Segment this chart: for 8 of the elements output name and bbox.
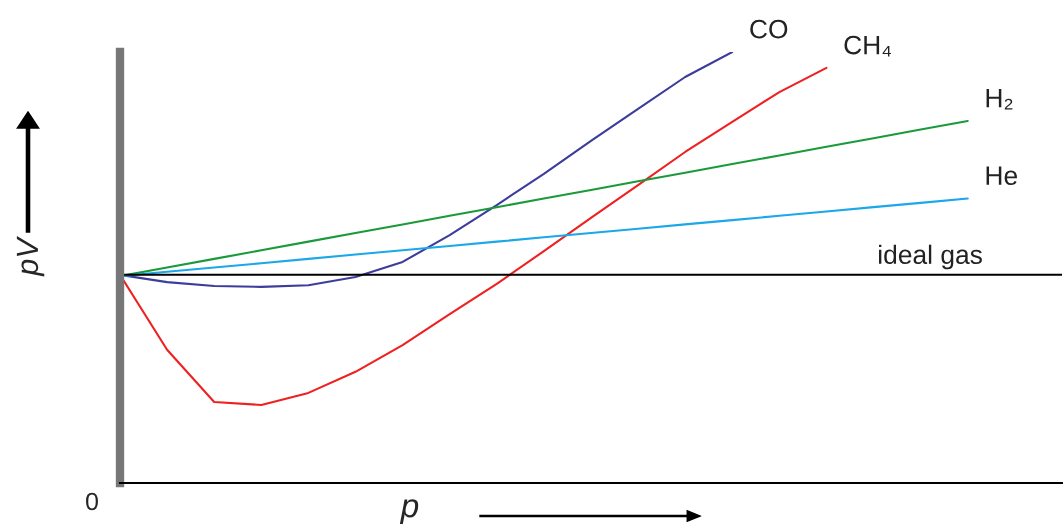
series-label: H₂	[986, 89, 1013, 110]
x-axis-title: p	[399, 499, 419, 524]
series-label: ideal gas	[879, 244, 982, 270]
y-axis-title: pV	[16, 235, 45, 277]
text: 0	[86, 492, 98, 511]
series-label: He	[986, 166, 1017, 185]
series-label: CO	[750, 19, 788, 39]
series-label: CH₄	[844, 35, 891, 57]
